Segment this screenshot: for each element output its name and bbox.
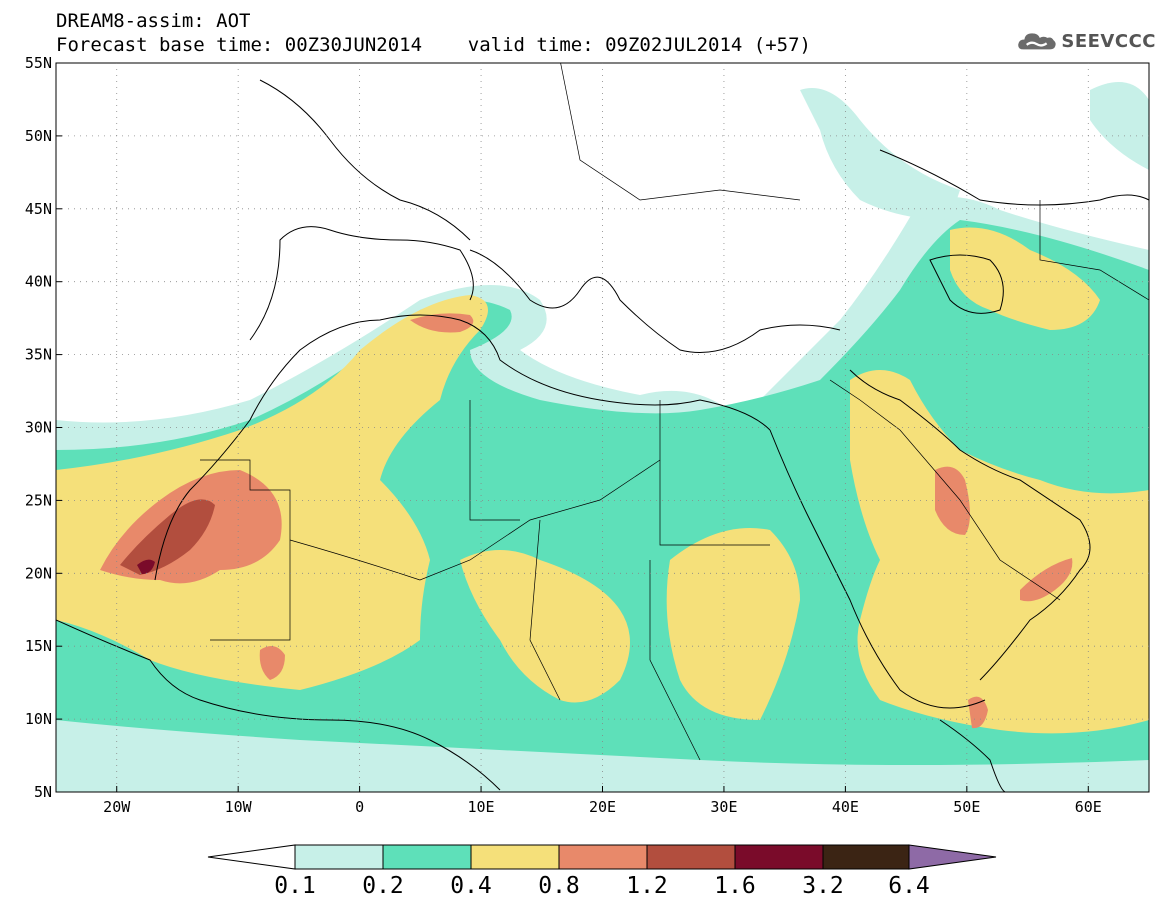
colorbar-box-1 — [294, 844, 384, 870]
lon-tick-label: 10W — [225, 798, 253, 816]
lat-tick-label: 30N — [25, 419, 52, 437]
lat-tick-label: 10N — [25, 710, 52, 728]
lon-tick-label: 50E — [953, 798, 980, 816]
colorbar-box-7 — [822, 844, 910, 870]
colorbar-box-3 — [470, 844, 560, 870]
chart-title: DREAM8-assim: AOT — [56, 10, 251, 32]
colorbar-label: 1.2 — [626, 873, 668, 899]
lon-tick-label: 60E — [1075, 798, 1102, 816]
lat-tick-label: 25N — [25, 491, 52, 509]
aot-level-0-8-oman — [1020, 558, 1073, 602]
aot-level-0-8-arabia — [935, 466, 970, 535]
colorbar-box-4 — [558, 844, 648, 870]
axis-ticks: 5N 10N 15N 20N 25N 30N 35N 40N 45N 50N 55N 20W 10W 0 1… — [25, 54, 1102, 816]
aot-level-0-4-caspian — [950, 227, 1100, 330]
colorbar-label: 0.2 — [362, 873, 404, 899]
aot-field — [56, 63, 1149, 792]
colorbar-box-5 — [646, 844, 736, 870]
lat-tick-label: 15N — [25, 637, 52, 655]
lat-tick-label: 5N — [34, 783, 52, 801]
colorbar-under-arrow — [207, 844, 296, 870]
coastlines — [56, 79, 1149, 792]
aot-level-0-1-north — [800, 88, 960, 220]
aot-level-1-6 — [137, 559, 155, 574]
country-borders — [200, 63, 1149, 761]
aot-level-0-8-north — [410, 313, 474, 333]
lat-tick-label: 20N — [25, 564, 52, 582]
cloud-logo-icon — [1018, 33, 1056, 50]
lat-tick-label: 55N — [25, 54, 52, 72]
lon-tick-label: 40E — [832, 798, 859, 816]
colorbar-label: 1.6 — [714, 873, 756, 899]
lon-tick-label: 30E — [710, 798, 737, 816]
colorbar-label: 3.2 — [802, 873, 844, 899]
lat-tick-label: 40N — [25, 273, 52, 291]
seevccc-logo: SEEVCCC — [1016, 24, 1156, 58]
lon-tick-label: 0 — [355, 798, 364, 816]
colorbar-label: 0.4 — [450, 873, 492, 899]
colorbar-label: 0.1 — [274, 873, 316, 899]
aot-level-0-8-small — [259, 646, 285, 680]
aot-level-0-1-east — [1090, 82, 1149, 170]
lat-tick-label: 50N — [25, 127, 52, 145]
aot-level-0-4-central — [460, 550, 630, 703]
lat-tick-label: 35N — [25, 346, 52, 364]
colorbar-box-6 — [734, 844, 824, 870]
colorbar-over-arrow — [908, 844, 997, 870]
colorbar: 0.1 0.2 0.4 0.8 1.2 1.6 3.2 6.4 — [207, 844, 997, 899]
colorbar-label: 0.8 — [538, 873, 580, 899]
colorbar-labels: 0.1 0.2 0.4 0.8 1.2 1.6 3.2 6.4 — [274, 873, 930, 899]
lon-tick-label: 10E — [468, 798, 495, 816]
aot-level-0-4-west — [56, 295, 488, 690]
forecast-times: Forecast base time: 00Z30JUN2014 valid t… — [56, 34, 811, 56]
colorbar-box-2 — [382, 844, 472, 870]
graticule — [56, 63, 1149, 792]
colorbar-label: 6.4 — [888, 873, 930, 899]
aot-level-0-4-arabia — [850, 370, 1149, 734]
aot-level-1-2 — [120, 499, 215, 575]
logo-text: SEEVCCC — [1061, 30, 1156, 52]
lon-tick-label: 20W — [103, 798, 131, 816]
lat-tick-label: 45N — [25, 200, 52, 218]
lon-tick-label: 20E — [589, 798, 616, 816]
aot-level-0-4-sudan — [666, 528, 800, 720]
